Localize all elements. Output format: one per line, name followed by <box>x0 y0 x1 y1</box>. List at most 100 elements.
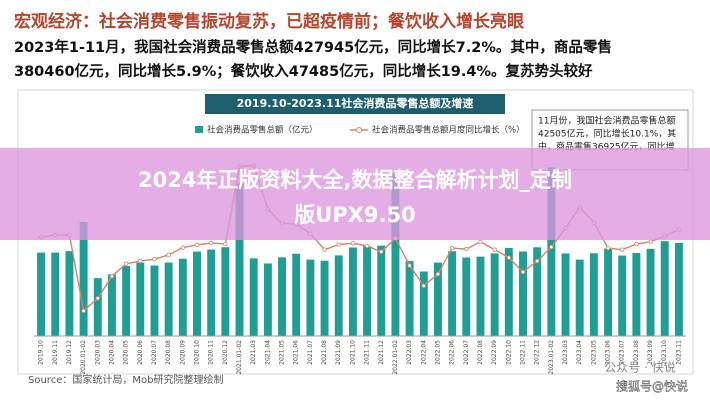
bar <box>490 253 499 336</box>
point <box>180 245 186 250</box>
annotation-text: 11月份，我国社会消费品零售总额 <box>538 115 675 127</box>
bar <box>178 258 187 336</box>
x-tick-label: 2021.07 <box>307 340 314 365</box>
bar <box>377 245 386 336</box>
x-tick-label: 2023.01-02 <box>548 340 555 375</box>
x-tick-label: 2023.08 <box>633 340 640 365</box>
legend-swatch <box>356 127 362 133</box>
bar <box>37 252 46 336</box>
point <box>81 308 86 313</box>
x-tick-label: 2020.05 <box>123 340 130 365</box>
x-tick-label: 2022.09 <box>491 340 498 365</box>
x-tick-label: 2023.07 <box>619 340 626 365</box>
bar <box>504 247 513 336</box>
bar <box>334 255 343 336</box>
x-tick-label: 2021.11 <box>364 340 371 365</box>
point <box>549 244 554 250</box>
point <box>194 242 200 248</box>
legend-label: 社会消费品零售总额（亿元） <box>207 125 318 136</box>
bar <box>107 274 116 336</box>
point <box>322 247 327 252</box>
x-tick-label: 2021.08 <box>321 340 328 365</box>
point <box>208 240 214 246</box>
x-tick-label: 2020.06 <box>137 340 144 365</box>
x-tick-label: 2021.01-02 <box>236 340 243 375</box>
bar <box>419 271 428 336</box>
point <box>109 274 115 279</box>
point <box>464 246 469 252</box>
bar <box>193 251 201 336</box>
x-tick-label: 2023.05 <box>590 340 597 365</box>
overlay-text: 2024年正版资料大全,数据整合解析计划_定制 <box>138 168 572 192</box>
bar <box>164 262 173 336</box>
x-tick-label: 2022.01-02 <box>392 340 399 375</box>
point <box>634 241 639 247</box>
point <box>223 241 228 247</box>
bar <box>476 256 485 336</box>
bar <box>660 241 669 336</box>
x-tick-label: 2021.09 <box>335 340 342 365</box>
x-tick-label: 2020.09 <box>179 340 186 365</box>
x-tick-label: 2022.08 <box>477 340 484 365</box>
x-tick-label: 2019.10 <box>38 340 45 365</box>
x-tick-label: 2020.01-02 <box>80 340 87 375</box>
x-tick-label: 2021.04 <box>264 340 271 365</box>
x-tick-label: 2022.04 <box>420 340 427 365</box>
x-tick-label: 2020.11 <box>208 340 215 365</box>
x-tick-label: 2020.08 <box>165 340 172 365</box>
bar <box>136 262 145 336</box>
point <box>449 245 455 251</box>
point <box>620 247 625 252</box>
x-tick-label: 2022.06 <box>449 340 456 365</box>
annotation-text: 42505亿元，同比增长10.1%，其 <box>538 128 676 140</box>
x-tick-label: 2021.12 <box>378 340 385 365</box>
point <box>138 258 143 264</box>
bar <box>575 259 584 336</box>
x-tick-label: 2023.06 <box>605 340 612 365</box>
watermark: 搜狐号@快说 <box>616 379 688 394</box>
x-tick-label: 2021.05 <box>279 340 286 365</box>
x-tick-label: 2019.11 <box>52 340 59 365</box>
bar <box>150 265 159 336</box>
x-tick-label: 2023.11 <box>675 340 682 365</box>
x-tick-label: 2020.03 <box>94 340 101 365</box>
bar <box>249 258 258 336</box>
bar <box>674 242 683 336</box>
bar <box>433 262 442 336</box>
watermark: 公众号 · 快说 <box>604 360 675 375</box>
summary-line: 380460亿元，同比增长5.9%；餐饮收入47485亿元，同比增长19.4%。… <box>14 62 593 80</box>
point <box>520 269 526 275</box>
bar <box>405 261 414 336</box>
bar <box>235 183 244 336</box>
x-tick-label: 2022.11 <box>520 340 527 365</box>
x-tick-label: 2021.03 <box>250 340 257 365</box>
x-tick-label: 2023.09 <box>647 340 654 365</box>
point <box>435 271 441 277</box>
bar <box>51 252 60 336</box>
x-tick-label: 2023.10 <box>661 340 668 365</box>
x-tick-label: 2020.10 <box>194 340 201 365</box>
bar <box>221 247 230 336</box>
point <box>478 239 483 245</box>
bar <box>448 251 457 336</box>
chart-title-band <box>205 94 505 114</box>
x-tick-label: 2020.12 <box>222 340 229 365</box>
x-tick-label: 2021.10 <box>349 340 356 365</box>
bar <box>65 251 74 336</box>
point <box>492 247 497 252</box>
x-tick-label: 2019.12 <box>66 340 73 365</box>
point <box>95 296 100 301</box>
x-tick-label: 2022.12 <box>534 340 541 365</box>
bar <box>348 247 357 336</box>
point <box>364 243 370 249</box>
x-tick-label: 2020.07 <box>151 340 158 365</box>
x-tick-label: 2022.10 <box>505 340 512 365</box>
point <box>534 258 540 264</box>
bar <box>462 257 471 336</box>
legend-label: 社会消费品零售总额月度同比增长（%） <box>372 125 525 136</box>
bar <box>632 252 641 336</box>
bar <box>604 248 613 336</box>
point <box>421 283 426 288</box>
